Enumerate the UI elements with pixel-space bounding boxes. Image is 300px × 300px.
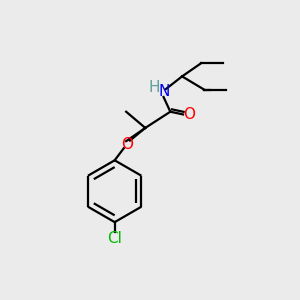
Text: Cl: Cl: [107, 231, 122, 246]
Text: O: O: [121, 136, 133, 152]
Text: O: O: [184, 107, 196, 122]
Text: N: N: [159, 84, 170, 99]
Text: H: H: [149, 80, 160, 95]
